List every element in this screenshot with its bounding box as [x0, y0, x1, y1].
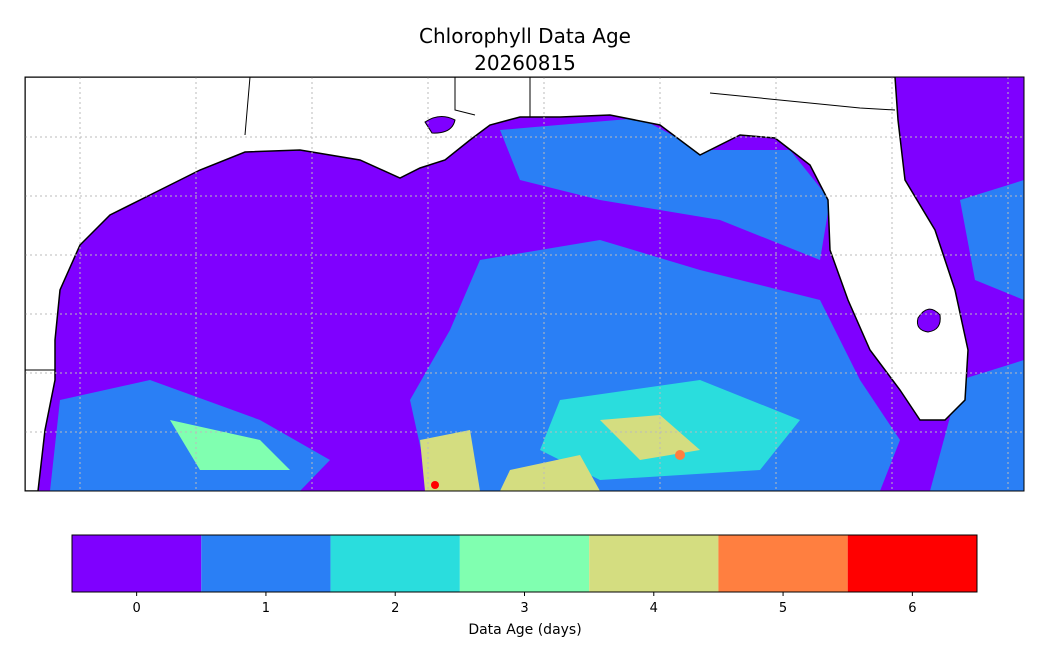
colorbar: 0 1 2 3 4 5 6	[71, 534, 978, 616]
land	[25, 77, 969, 491]
data-patch	[930, 360, 1024, 491]
colorbar-segment	[847, 535, 977, 592]
tick-label: 6	[908, 601, 916, 616]
data-patch	[960, 180, 1024, 300]
data-patch	[500, 118, 830, 260]
data-patch	[431, 481, 439, 489]
tick-label: 2	[391, 601, 399, 616]
colorbar-segment	[201, 535, 331, 592]
data-patch	[600, 415, 700, 460]
tick-label: 5	[779, 601, 787, 616]
colorbar-frame	[71, 534, 978, 593]
lake	[424, 116, 456, 134]
data-patch	[500, 455, 600, 491]
colorbar-segment	[718, 535, 848, 592]
lake	[917, 308, 941, 333]
colorbar-segment	[589, 535, 719, 592]
colorbar-segment	[72, 535, 202, 592]
title: Chlorophyll Data Age	[419, 24, 631, 48]
tick-label: 0	[133, 601, 141, 616]
map	[24, 76, 1025, 492]
tick-label: 4	[650, 601, 658, 616]
colorbar-label: Data Age (days)	[468, 622, 581, 638]
border	[25, 77, 896, 371]
map-frame	[24, 76, 1025, 492]
tick-label: 3	[520, 601, 528, 616]
colorbar-segment	[459, 535, 590, 592]
tick-label: 1	[262, 601, 270, 616]
data-patch	[420, 430, 480, 491]
data-patch	[675, 450, 685, 460]
graticule	[25, 77, 1024, 491]
colorbar-segment	[330, 535, 460, 592]
subtitle: 20260815	[474, 51, 576, 75]
